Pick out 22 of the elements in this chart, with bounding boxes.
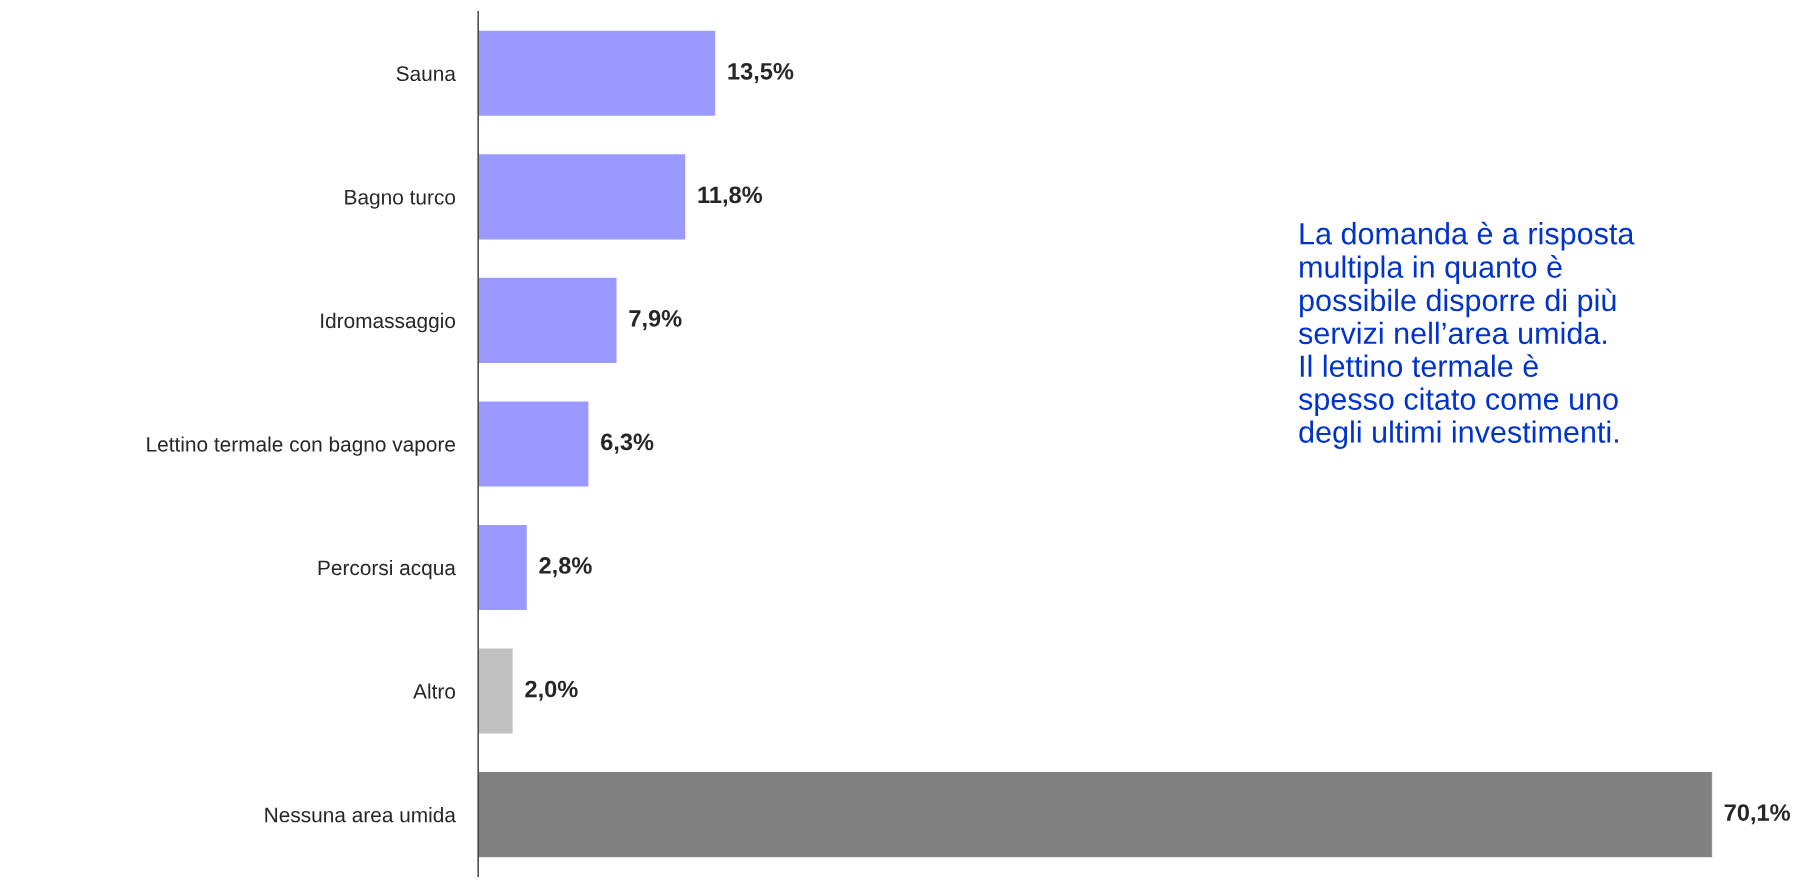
- data-label: 2,8%: [539, 557, 592, 578]
- data-label: 7,9%: [629, 310, 682, 331]
- y-tick-label: Idromassaggio: [321, 312, 456, 333]
- data-label: 2,0%: [525, 680, 578, 701]
- data-label: 6,3%: [601, 433, 654, 454]
- data-label: 13,5%: [728, 62, 794, 84]
- y-tick-label: Sauna: [396, 66, 456, 82]
- bar: [478, 29, 717, 118]
- y-tick-label: Bagno turco: [345, 190, 456, 209]
- data-label: 11,8%: [698, 186, 763, 207]
- bar: [478, 152, 687, 241]
- bar: [478, 400, 590, 488]
- y-tick-label: Lettino termale con bagno vapore: [147, 436, 456, 456]
- y-tick-label: Altro: [413, 683, 456, 699]
- bar: [478, 276, 618, 365]
- bar: [478, 770, 1713, 859]
- bar: [478, 647, 515, 735]
- y-tick-label: Percorsi acqua: [318, 559, 456, 580]
- data-label: 70,1%: [1724, 804, 1790, 825]
- y-tick-label: Nessuna area umida: [265, 807, 456, 823]
- annotation: La domanda è a risposta multipla in quanto è possibile disporre di più servizi nell’area umida. Il lettino termale è spesso citato come uno degli ultimi investimenti.: [1298, 221, 1635, 449]
- bar: [478, 523, 529, 612]
